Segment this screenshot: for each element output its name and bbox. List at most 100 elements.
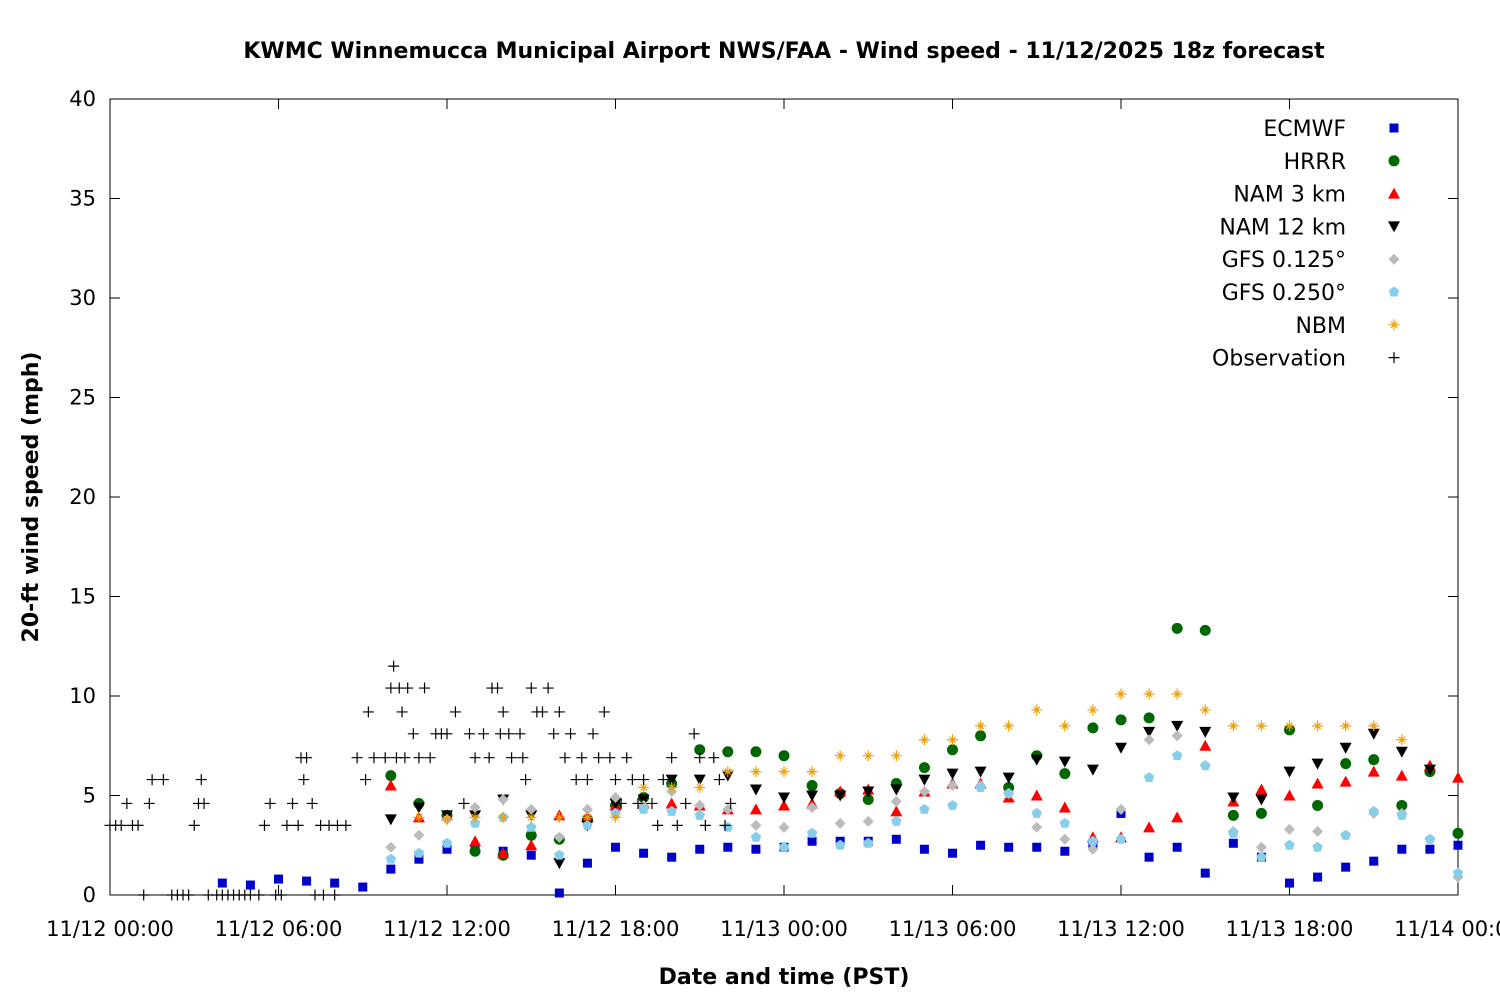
- data-point: [626, 774, 638, 786]
- data-point: [1283, 789, 1296, 801]
- legend-marker: [1388, 286, 1400, 297]
- data-point: [1284, 839, 1295, 850]
- data-point: [469, 752, 481, 764]
- data-point: [1003, 720, 1015, 732]
- data-point: [1452, 827, 1464, 839]
- data-point: [469, 835, 482, 847]
- data-point: [1143, 821, 1156, 833]
- data-point: [890, 805, 903, 817]
- data-point: [362, 706, 374, 718]
- data-point: [1060, 846, 1070, 856]
- data-point: [652, 819, 664, 831]
- data-point: [666, 752, 678, 764]
- data-point: [708, 752, 720, 764]
- legend-label: NAM 12 km: [1219, 215, 1346, 240]
- data-point: [1171, 750, 1183, 761]
- data-point: [419, 682, 431, 694]
- series-nam-3-km: [384, 739, 1464, 859]
- data-point: [402, 682, 414, 694]
- data-point: [388, 660, 400, 672]
- data-point: [862, 793, 874, 805]
- data-point: [694, 782, 706, 794]
- data-point: [358, 882, 368, 892]
- data-point: [274, 874, 283, 884]
- data-point: [1171, 688, 1183, 700]
- data-point: [609, 798, 622, 810]
- legend-marker: [1388, 352, 1400, 364]
- data-point: [385, 853, 397, 864]
- data-point: [553, 706, 565, 718]
- data-point: [407, 728, 419, 740]
- x-axis-label: Date and time (PST): [659, 965, 910, 990]
- x-tick-label: 11/12 06:00: [215, 917, 343, 941]
- data-point: [463, 728, 475, 740]
- data-point: [778, 766, 790, 778]
- data-point: [834, 839, 846, 850]
- data-point: [368, 752, 380, 764]
- data-point: [946, 768, 959, 780]
- data-point: [424, 752, 436, 764]
- data-point: [1086, 764, 1099, 776]
- data-point: [157, 774, 169, 786]
- data-point: [749, 803, 762, 815]
- data-point: [478, 728, 490, 740]
- data-point: [514, 728, 526, 740]
- data-point: [559, 752, 571, 764]
- data-point: [947, 734, 958, 746]
- data-point: [699, 819, 711, 831]
- data-point: [1171, 730, 1183, 742]
- data-point: [778, 792, 790, 804]
- data-point: [1397, 844, 1407, 854]
- data-point: [384, 814, 397, 826]
- data-point: [554, 849, 565, 860]
- data-point: [722, 821, 734, 832]
- data-point: [1228, 827, 1239, 838]
- data-point: [1115, 688, 1127, 700]
- data-point: [413, 847, 425, 858]
- data-point: [1368, 720, 1380, 732]
- legend-marker: [1388, 187, 1400, 199]
- data-point: [1425, 844, 1435, 854]
- data-point: [497, 811, 509, 823]
- data-point: [1395, 769, 1408, 781]
- data-point: [1340, 720, 1352, 732]
- data-point: [553, 811, 565, 823]
- data-point: [671, 819, 683, 831]
- data-point: [1115, 742, 1127, 754]
- data-point: [693, 774, 706, 786]
- y-axis-label: 20-ft wind speed (mph): [19, 352, 44, 643]
- data-point: [1059, 833, 1071, 845]
- data-point: [195, 774, 207, 786]
- data-point: [581, 811, 593, 823]
- data-point: [863, 837, 874, 848]
- data-point: [638, 803, 649, 814]
- data-point: [1144, 852, 1154, 862]
- data-point: [610, 774, 621, 786]
- data-point: [1143, 734, 1155, 746]
- data-point: [458, 797, 470, 809]
- data-point: [806, 766, 818, 778]
- data-point: [1003, 788, 1014, 798]
- legend-label: NAM 3 km: [1233, 183, 1346, 208]
- data-point: [441, 813, 453, 825]
- data-point: [666, 805, 677, 816]
- data-point: [1087, 843, 1099, 855]
- y-tick-label: 20: [69, 485, 96, 509]
- data-point: [413, 829, 425, 841]
- data-point: [834, 790, 847, 802]
- data-point: [1004, 842, 1014, 852]
- data-point: [442, 844, 452, 854]
- data-point: [918, 786, 930, 798]
- data-point: [1369, 856, 1379, 866]
- data-point: [132, 819, 144, 831]
- data-point: [680, 797, 692, 809]
- legend-marker: [1388, 155, 1400, 167]
- data-point: [115, 819, 127, 831]
- legend-marker: [1388, 221, 1400, 233]
- data-point: [778, 750, 790, 762]
- data-point: [301, 752, 313, 764]
- data-point: [1284, 823, 1295, 835]
- data-point: [646, 797, 658, 809]
- data-point: [890, 795, 902, 807]
- data-point: [694, 744, 706, 756]
